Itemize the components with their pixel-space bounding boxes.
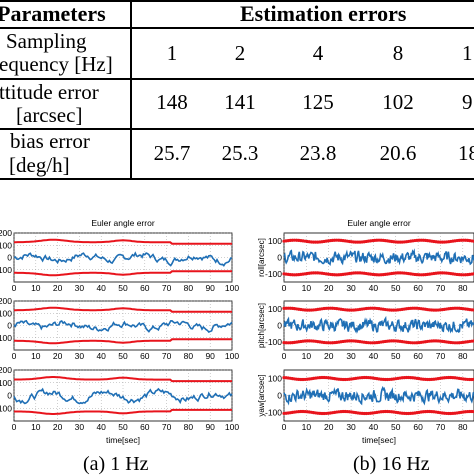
- x-tick-label: 10: [31, 283, 41, 293]
- y-tick-label: -100: [265, 408, 282, 418]
- y-tick-label: 200: [0, 365, 12, 375]
- x-tick-label: 40: [96, 351, 106, 361]
- x-tick-label: 30: [346, 422, 356, 432]
- x-tick-label: 0: [282, 283, 287, 293]
- x-tick-label: 50: [391, 351, 401, 361]
- x-tick-label: 60: [413, 283, 423, 293]
- caption-left: (a) 1 Hz: [83, 453, 149, 476]
- x-tick-label: 40: [96, 422, 106, 432]
- x-tick-label: 40: [369, 283, 379, 293]
- chart-title: Euler angle error: [347, 218, 410, 228]
- y-tick-label: -100: [265, 337, 282, 347]
- x-tick-label: 60: [413, 351, 423, 361]
- x-tick-label: 0: [282, 351, 287, 361]
- x-tick-label: 50: [118, 422, 128, 432]
- x-tick-label: 80: [458, 351, 468, 361]
- x-tick-label: 60: [140, 422, 150, 432]
- y-tick-label: -100: [0, 403, 12, 413]
- y-tick-label: 100: [268, 304, 282, 314]
- y-tick-label: 0: [7, 391, 12, 401]
- x-tick-label: 10: [31, 422, 41, 432]
- x-tick-label: 90: [205, 422, 215, 432]
- x-tick-label: 20: [324, 422, 334, 432]
- x-tick-label: 20: [53, 422, 63, 432]
- x-tick-label: 0: [282, 422, 287, 432]
- x-tick-label: 100: [225, 422, 239, 432]
- x-tick-label: 100: [225, 283, 239, 293]
- x-tick-label: 60: [140, 351, 150, 361]
- y-tick-label: 200: [0, 296, 12, 306]
- y-tick-label: 0: [7, 253, 12, 263]
- y-tick-label: -100: [0, 333, 12, 343]
- y-tick-label: -100: [0, 265, 12, 275]
- x-tick-label: 70: [162, 351, 172, 361]
- x-tick-label: 50: [391, 422, 401, 432]
- x-tick-label: 80: [458, 283, 468, 293]
- y-tick-label: 100: [0, 378, 12, 388]
- x-tick-label: 100: [225, 351, 239, 361]
- x-tick-label: 0: [12, 351, 17, 361]
- y-tick-label: 100: [268, 236, 282, 246]
- x-tick-label: 30: [75, 422, 85, 432]
- x-tick-label: 50: [391, 283, 401, 293]
- x-tick-label: 70: [162, 422, 172, 432]
- x-tick-label: 0: [12, 283, 17, 293]
- y-tick-label: 200: [0, 228, 12, 238]
- caption-right: (b) 16 Hz: [353, 453, 430, 476]
- x-tick-label: 10: [31, 351, 41, 361]
- y-tick-label: 0: [7, 321, 12, 331]
- x-tick-label: 90: [205, 283, 215, 293]
- x-tick-label: 30: [75, 283, 85, 293]
- x-tick-label: 80: [184, 351, 194, 361]
- chart-title: Euler angle error: [91, 218, 154, 228]
- x-tick-label: 30: [346, 283, 356, 293]
- x-tick-label: 10: [302, 422, 312, 432]
- y-tick-label: 100: [0, 240, 12, 250]
- x-axis-label: time[sec]: [106, 435, 140, 445]
- x-tick-label: 90: [205, 351, 215, 361]
- x-tick-label: 50: [118, 283, 128, 293]
- x-tick-label: 40: [369, 351, 379, 361]
- y-axis-label: yaw[arcsec]: [257, 374, 266, 416]
- x-tick-label: 70: [436, 422, 446, 432]
- x-tick-label: 60: [140, 283, 150, 293]
- y-tick-label: 0: [277, 321, 282, 331]
- x-tick-label: 30: [346, 351, 356, 361]
- y-axis-label: roll[arcsec]: [257, 238, 266, 277]
- x-tick-label: 0: [12, 422, 17, 432]
- x-tick-label: 30: [75, 351, 85, 361]
- x-tick-label: 80: [458, 422, 468, 432]
- x-tick-label: 70: [436, 351, 446, 361]
- y-tick-label: -100: [265, 269, 282, 279]
- x-tick-label: 10: [302, 283, 312, 293]
- x-tick-label: 20: [324, 283, 334, 293]
- x-tick-label: 40: [96, 283, 106, 293]
- x-tick-label: 70: [162, 283, 172, 293]
- x-axis-label: time[sec]: [362, 435, 396, 445]
- x-tick-label: 20: [53, 351, 63, 361]
- y-tick-label: 0: [277, 253, 282, 263]
- x-tick-label: 20: [53, 283, 63, 293]
- y-tick-label: 0: [277, 391, 282, 401]
- x-tick-label: 50: [118, 351, 128, 361]
- y-tick-label: 100: [268, 374, 282, 384]
- y-tick-label: 100: [0, 308, 12, 318]
- x-tick-label: 10: [302, 351, 312, 361]
- x-tick-label: 80: [184, 422, 194, 432]
- x-tick-label: 20: [324, 351, 334, 361]
- x-tick-label: 60: [413, 422, 423, 432]
- y-axis-label: pitch[arcsec]: [257, 303, 266, 348]
- x-tick-label: 40: [369, 422, 379, 432]
- x-tick-label: 80: [184, 283, 194, 293]
- x-tick-label: 70: [436, 283, 446, 293]
